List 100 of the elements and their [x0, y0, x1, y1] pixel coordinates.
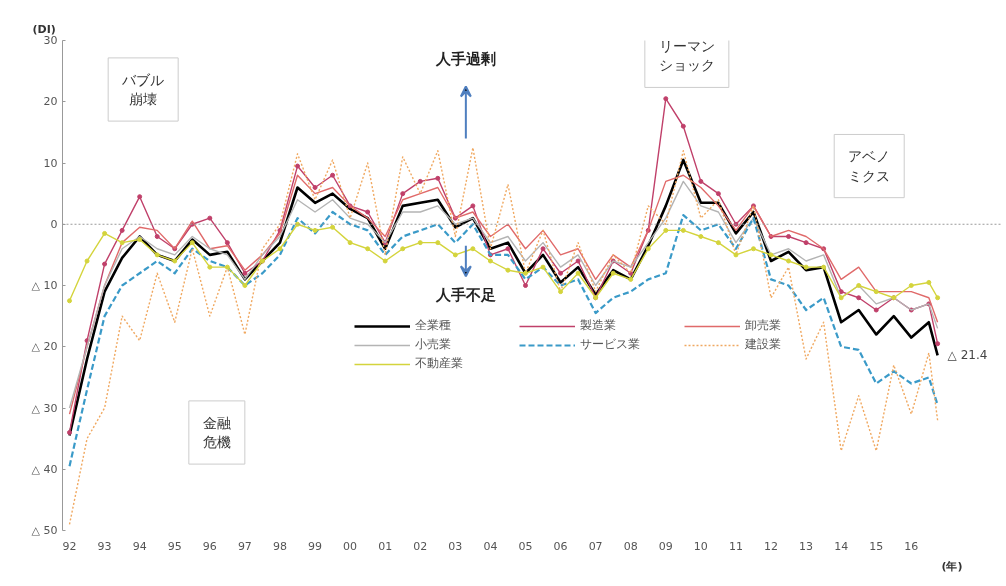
point [154, 252, 160, 258]
point [522, 270, 528, 276]
point [505, 246, 511, 252]
y-tick-label: △ 30 [31, 401, 58, 415]
point [873, 307, 879, 313]
annotation: アベノミクス [848, 148, 891, 184]
point [873, 289, 879, 295]
point [277, 246, 283, 252]
x-tick-label: 96 [202, 539, 217, 553]
annotation: 金融危機 [202, 414, 231, 451]
point [575, 258, 581, 264]
x-tick-label: 00 [343, 539, 358, 553]
point [347, 240, 353, 246]
point [435, 240, 441, 246]
legend-label: 不動産業 [415, 355, 464, 372]
point [540, 246, 546, 252]
point [522, 283, 528, 288]
x-tick-label: 07 [588, 539, 603, 553]
y-tick-label: △ 50 [31, 524, 58, 537]
point [102, 230, 108, 236]
point [137, 194, 143, 200]
annotation: △ 21.4 [947, 348, 988, 363]
x-tick-label: 99 [308, 539, 323, 553]
point [715, 191, 721, 197]
point [382, 258, 388, 264]
point [224, 264, 230, 270]
point [102, 261, 108, 267]
x-tick-label: 94 [132, 539, 147, 553]
point [172, 258, 178, 264]
y-tick-label: 20 [43, 95, 58, 109]
point [189, 240, 195, 246]
x-tick-label: 04 [483, 539, 498, 553]
point [935, 295, 941, 301]
point [663, 96, 669, 102]
x-tick-label: 05 [518, 539, 533, 553]
point [558, 289, 564, 295]
x-tick-label: 15 [869, 539, 884, 553]
x-tick-label: 92 [62, 539, 77, 553]
y-tick-label: △ 20 [31, 340, 58, 354]
point [786, 258, 792, 264]
point [856, 283, 862, 288]
point [452, 252, 458, 258]
annotation: リーマンショック [658, 38, 715, 74]
annotation: 人手過剰 [434, 49, 496, 68]
line-series [68, 210, 939, 468]
point [768, 252, 774, 258]
point [207, 264, 213, 270]
point [67, 430, 73, 435]
point [558, 270, 564, 276]
x-tick-label: 93 [97, 539, 112, 553]
point [628, 270, 634, 276]
point [137, 237, 143, 243]
x-tick-label: 08 [623, 539, 638, 553]
x-tick-label: 09 [658, 539, 673, 553]
point [698, 178, 704, 184]
point [487, 258, 493, 264]
point [365, 246, 371, 252]
y-tick-label: △ 10 [31, 279, 58, 292]
point [768, 234, 774, 239]
point [417, 240, 423, 246]
point [680, 227, 686, 233]
x-tick-label: 14 [834, 539, 849, 553]
point [786, 234, 792, 239]
point [400, 191, 406, 197]
point [470, 203, 476, 209]
point [365, 209, 371, 215]
point [908, 283, 914, 288]
point [698, 234, 704, 239]
y-tick-label: 0 [50, 217, 58, 231]
legend-label: サービス業 [580, 336, 641, 353]
x-tick-label: 02 [413, 539, 428, 553]
point [207, 215, 213, 221]
point [295, 163, 300, 169]
legend-label: 建設業 [745, 336, 782, 353]
x-tick-label: 06 [553, 539, 568, 553]
x-tick-label: 01 [378, 539, 393, 553]
point [715, 240, 721, 246]
point [680, 123, 686, 129]
point [838, 289, 844, 295]
point [224, 240, 230, 246]
point [452, 215, 458, 221]
point [645, 246, 651, 252]
x-axis-title: (年) [941, 559, 963, 573]
x-tick-label: 13 [799, 539, 814, 553]
x-tick-label: 03 [448, 539, 463, 553]
line-series [68, 146, 939, 526]
annotation: バブル崩壊 [121, 71, 165, 108]
x-tick-label: 98 [272, 539, 287, 553]
point [242, 283, 248, 288]
point [803, 240, 809, 246]
point [575, 270, 581, 276]
point [119, 227, 125, 233]
y-axis-title: (DI) [32, 22, 56, 36]
point [295, 221, 300, 227]
point [505, 267, 511, 273]
point [84, 338, 90, 344]
y-tick-label: △ 40 [31, 462, 58, 476]
x-tick-label: 10 [693, 539, 708, 553]
point [803, 264, 809, 270]
point [119, 240, 125, 246]
